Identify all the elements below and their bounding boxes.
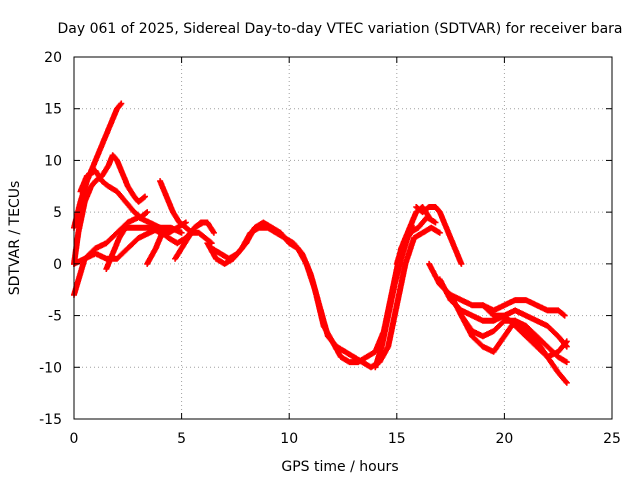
grid-lines — [74, 57, 612, 419]
axis-ticks — [73, 56, 613, 420]
x-axis-label: GPS time / hours — [281, 459, 398, 475]
series-track-13 — [393, 204, 433, 267]
y-tick-label: -15 — [39, 412, 62, 428]
series-track-9 — [172, 219, 217, 262]
y-axis-label: SDTVAR / TECUs — [7, 181, 23, 296]
y-tick-label: 0 — [53, 257, 62, 273]
plot-frame — [73, 56, 613, 420]
x-tick-label: 0 — [70, 431, 79, 447]
data-series — [71, 100, 570, 386]
x-tick-label: 25 — [603, 431, 621, 447]
x-tick-label: 15 — [388, 431, 406, 447]
y-tick-label: -10 — [39, 360, 62, 376]
data-point-markers — [413, 204, 465, 267]
series-track-14 — [413, 204, 465, 267]
y-tick-label: 20 — [44, 50, 62, 66]
y-tick-label: 5 — [53, 205, 62, 221]
data-point-markers — [479, 302, 570, 360]
x-tick-label: 20 — [495, 431, 513, 447]
y-tick-label: -5 — [48, 309, 62, 325]
x-tick-label: 5 — [177, 431, 186, 447]
x-tick-label: 10 — [280, 431, 298, 447]
series-track-2 — [71, 152, 148, 267]
y-tick-label: 15 — [44, 102, 62, 118]
data-point-markers — [393, 204, 433, 267]
series-track-19 — [479, 302, 570, 360]
y-tick-label: 10 — [44, 153, 62, 169]
data-point-markers — [172, 219, 217, 262]
data-point-markers — [71, 152, 148, 267]
chart-title: Day 061 of 2025, Sidereal Day-to-day VTE… — [57, 21, 622, 37]
